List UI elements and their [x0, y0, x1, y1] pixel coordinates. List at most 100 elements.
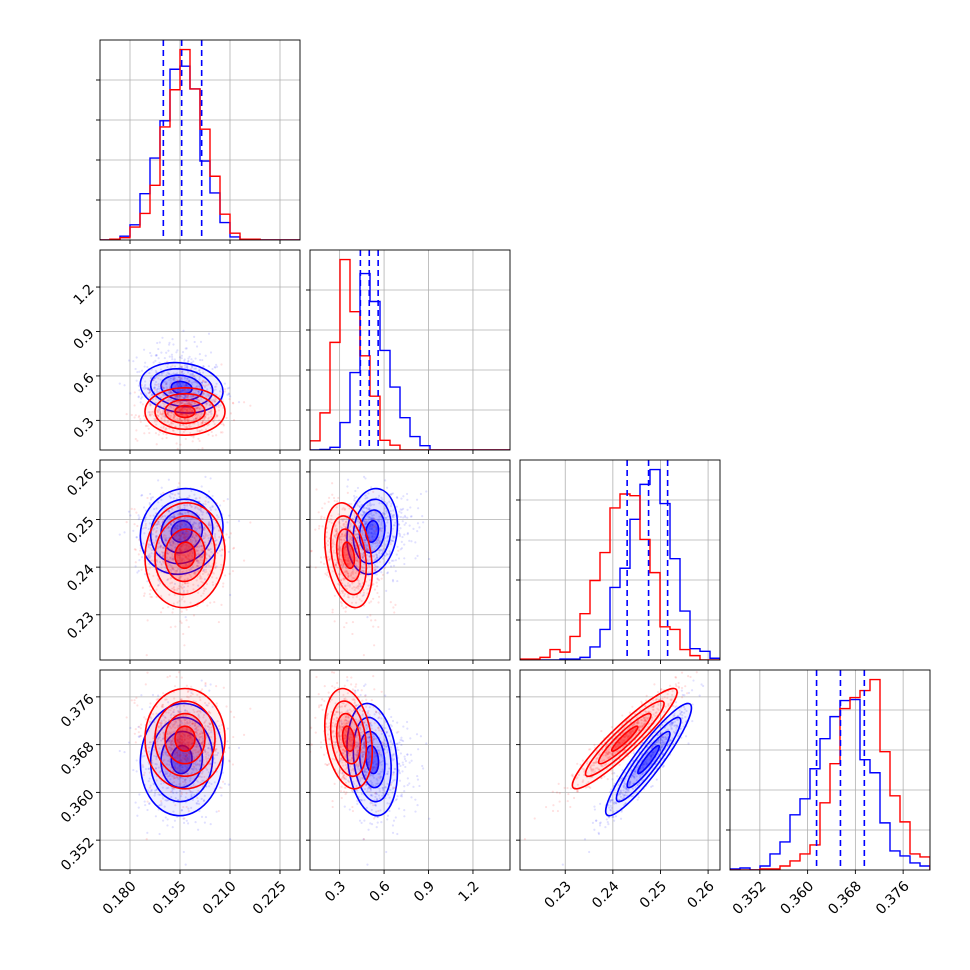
scatter-point	[184, 556, 187, 559]
scatter-point	[182, 805, 185, 809]
scatter-point	[211, 399, 214, 402]
scatter-point	[215, 502, 218, 505]
scatter-point	[161, 515, 164, 518]
scatter-point	[168, 424, 171, 427]
scatter-point	[184, 531, 187, 534]
scatter-point	[172, 378, 175, 381]
scatter-point	[214, 398, 217, 401]
scatter-point	[172, 404, 176, 408]
scatter-point	[162, 546, 165, 549]
scatter-point	[183, 533, 186, 536]
scatter-point	[217, 403, 220, 407]
scatter-point	[134, 367, 137, 371]
scatter-point	[176, 538, 180, 541]
scatter-point	[150, 393, 154, 396]
scatter-point	[214, 388, 217, 391]
scatter-point	[181, 583, 184, 586]
scatter-point	[174, 804, 177, 807]
scatter-point	[156, 526, 159, 530]
scatter-point	[198, 521, 201, 525]
scatter-point	[191, 533, 194, 536]
scatter-point	[177, 517, 181, 520]
scatter-point	[143, 387, 146, 390]
scatter-point	[160, 545, 163, 548]
scatter-point	[185, 546, 188, 549]
scatter-point	[135, 536, 138, 539]
scatter-point	[188, 559, 191, 562]
scatter-point	[320, 517, 323, 520]
scatter-point	[167, 562, 171, 565]
scatter-point	[190, 535, 194, 539]
scatter-point	[232, 402, 235, 405]
scatter-point	[146, 387, 150, 391]
scatter-point	[167, 391, 170, 394]
scatter-point	[192, 397, 195, 400]
scatter-point	[193, 572, 196, 575]
scatter-point	[172, 602, 175, 605]
scatter-point	[164, 380, 167, 383]
scatter-point	[161, 546, 164, 549]
scatter-point	[182, 536, 185, 539]
scatter-point	[145, 838, 148, 841]
scatter-point	[371, 535, 375, 538]
scatter-point	[158, 555, 162, 558]
scatter-point	[215, 385, 218, 388]
scatter-point	[187, 518, 190, 521]
scatter-point	[209, 683, 212, 686]
scatter-point	[157, 521, 160, 524]
scatter-point	[168, 516, 171, 519]
scatter-point	[181, 512, 184, 515]
scatter-point	[175, 395, 178, 399]
scatter-point	[167, 413, 170, 416]
scatter-point	[207, 383, 211, 386]
scatter-point	[169, 398, 172, 401]
scatter-point	[191, 535, 194, 538]
scatter-point	[186, 577, 189, 580]
scatter-point	[183, 417, 186, 420]
scatter-point	[197, 552, 200, 555]
scatter-point	[148, 786, 151, 789]
scatter-point	[147, 391, 150, 395]
scatter-point	[179, 525, 182, 528]
scatter-point	[138, 725, 141, 728]
scatter-point	[184, 407, 187, 410]
scatter-point	[372, 490, 375, 493]
scatter-point	[152, 378, 155, 382]
scatter-point	[184, 563, 187, 566]
scatter-point	[186, 377, 189, 380]
scatter-point	[146, 387, 149, 390]
scatter-point	[225, 705, 228, 708]
scatter-point	[196, 421, 200, 424]
scatter-point	[365, 521, 368, 524]
scatter-point	[166, 578, 169, 582]
scatter-point	[192, 375, 195, 378]
scatter-point	[204, 815, 208, 819]
scatter-point	[164, 427, 167, 430]
scatter-point	[209, 395, 212, 399]
scatter-point	[155, 595, 158, 598]
scatter-point	[162, 426, 165, 430]
scatter-point	[205, 546, 208, 549]
scatter-point	[164, 539, 168, 542]
scatter-point	[132, 529, 135, 532]
scatter-point	[373, 559, 376, 562]
density-contour-red	[164, 398, 206, 425]
scatter-point	[199, 507, 203, 510]
scatter-point	[141, 403, 144, 406]
scatter-point	[183, 359, 186, 362]
scatter-point	[173, 572, 177, 575]
scatter-point	[180, 610, 183, 613]
scatter-point	[154, 380, 158, 384]
scatter-point	[187, 539, 190, 542]
scatter-point	[146, 800, 149, 803]
scatter-point	[151, 693, 155, 697]
scatter-point	[168, 399, 171, 402]
scatter-point	[172, 377, 176, 380]
scatter-point	[221, 548, 224, 551]
scatter-point	[376, 556, 379, 560]
scatter-point	[167, 526, 170, 529]
scatter-point	[177, 486, 180, 489]
scatter-point	[149, 702, 152, 705]
scatter-point	[408, 539, 411, 542]
scatter-point	[148, 522, 151, 525]
